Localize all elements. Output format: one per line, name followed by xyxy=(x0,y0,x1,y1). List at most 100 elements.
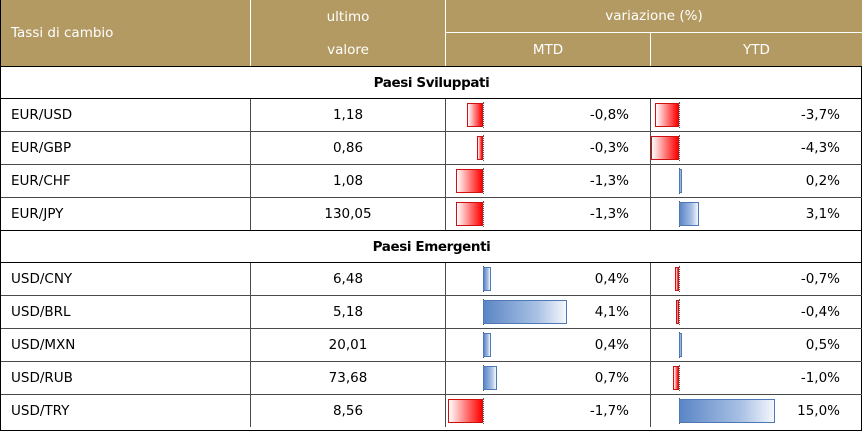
currency-pair: EUR/JPY xyxy=(1,198,251,230)
negative-bar xyxy=(466,103,483,127)
bar-axis xyxy=(483,398,484,424)
last-value: 1,18 xyxy=(251,99,446,131)
ytd-value: -0,7% xyxy=(800,271,840,287)
currency-pair: USD/RUB xyxy=(1,362,251,394)
currency-pair: EUR/CHF xyxy=(1,165,251,197)
ytd-cell: -0,7% xyxy=(651,263,862,295)
mtd-value: 0,4% xyxy=(594,337,629,353)
mtd-value: 4,1% xyxy=(594,304,629,320)
positive-bar xyxy=(679,333,683,357)
ytd-cell: 15,0% xyxy=(651,395,862,427)
positive-bar xyxy=(679,202,699,226)
mtd-value: 0,4% xyxy=(594,271,629,287)
ytd-value: -4,3% xyxy=(800,140,840,156)
positive-bar xyxy=(483,333,492,357)
mtd-cell: -1,3% xyxy=(446,165,651,197)
table-row: USD/MXN 20,01 0,4% 0,5% xyxy=(1,328,862,361)
bar-axis xyxy=(483,201,484,227)
ytd-value: -0,4% xyxy=(800,304,840,320)
ytd-cell: -1,0% xyxy=(651,362,862,394)
section-header: Paesi Emergenti xyxy=(1,230,862,262)
mtd-value: -1,7% xyxy=(589,403,629,419)
mtd-cell: -1,3% xyxy=(446,198,651,230)
ytd-cell: -0,4% xyxy=(651,296,862,328)
last-value: 0,86 xyxy=(251,132,446,164)
last-value: 1,08 xyxy=(251,165,446,197)
currency-pair: EUR/GBP xyxy=(1,132,251,164)
ytd-value: 0,5% xyxy=(805,337,840,353)
ytd-cell: 0,5% xyxy=(651,329,862,361)
negative-bar xyxy=(651,136,679,160)
mtd-cell: 0,7% xyxy=(446,362,651,394)
ytd-cell: -3,7% xyxy=(651,99,862,131)
last-value: 130,05 xyxy=(251,198,446,230)
bar-axis xyxy=(679,135,680,161)
currency-pair: USD/TRY xyxy=(1,395,251,427)
section-header: Paesi Sviluppati xyxy=(1,66,862,98)
negative-bar xyxy=(476,136,483,160)
bar-axis xyxy=(679,102,680,128)
mtd-cell: -1,7% xyxy=(446,395,651,427)
positive-bar xyxy=(679,399,775,423)
bar-axis xyxy=(483,168,484,194)
ytd-cell: 3,1% xyxy=(651,198,862,230)
ytd-value: 15,0% xyxy=(797,403,840,419)
bar-axis xyxy=(679,299,680,325)
ytd-value: 3,1% xyxy=(805,206,840,222)
header-variation: variazione (%) xyxy=(446,0,862,33)
negative-bar xyxy=(676,300,679,324)
header-ytd: YTD xyxy=(651,33,862,66)
last-value: 73,68 xyxy=(251,362,446,394)
ytd-value: 0,2% xyxy=(805,173,840,189)
negative-bar xyxy=(672,366,679,390)
ytd-value: -3,7% xyxy=(800,107,840,123)
bar-axis xyxy=(483,135,484,161)
positive-bar xyxy=(679,169,682,193)
mtd-value: -0,8% xyxy=(589,107,629,123)
last-value: 6,48 xyxy=(251,263,446,295)
last-value: 8,56 xyxy=(251,395,446,427)
table-row: EUR/JPY 130,05 -1,3% 3,1% xyxy=(1,197,862,230)
mtd-value: -1,3% xyxy=(589,173,629,189)
header-last-line2: valore xyxy=(251,33,446,66)
table-row: EUR/USD 1,18 -0,8% -3,7% xyxy=(1,98,862,131)
currency-pair: EUR/USD xyxy=(1,99,251,131)
last-value: 5,18 xyxy=(251,296,446,328)
currency-pair: USD/BRL xyxy=(1,296,251,328)
mtd-cell: 0,4% xyxy=(446,329,651,361)
table-row: EUR/CHF 1,08 -1,3% 0,2% xyxy=(1,164,862,197)
bar-axis xyxy=(679,365,680,391)
negative-bar xyxy=(448,399,483,423)
currency-pair: USD/MXN xyxy=(1,329,251,361)
mtd-value: 0,7% xyxy=(594,370,629,386)
last-value: 20,01 xyxy=(251,329,446,361)
mtd-cell: -0,8% xyxy=(446,99,651,131)
mtd-value: -0,3% xyxy=(589,140,629,156)
negative-bar xyxy=(655,103,679,127)
table-row: EUR/GBP 0,86 -0,3% -4,3% xyxy=(1,131,862,164)
currency-pair: USD/CNY xyxy=(1,263,251,295)
bar-axis xyxy=(679,266,680,292)
negative-bar xyxy=(456,202,483,226)
table-row: USD/TRY 8,56 -1,7% 15,0% xyxy=(1,394,862,427)
positive-bar xyxy=(483,366,498,390)
mtd-cell: 4,1% xyxy=(446,296,651,328)
ytd-cell: 0,2% xyxy=(651,165,862,197)
mtd-cell: -0,3% xyxy=(446,132,651,164)
mtd-cell: 0,4% xyxy=(446,263,651,295)
table-row: USD/RUB 73,68 0,7% -1,0% xyxy=(1,361,862,394)
negative-bar xyxy=(674,267,679,291)
negative-bar xyxy=(456,169,483,193)
header-title: Tassi di cambio xyxy=(1,0,251,66)
mtd-value: -1,3% xyxy=(589,206,629,222)
header-mtd: MTD xyxy=(446,33,651,66)
table-row: USD/CNY 6,48 0,4% -0,7% xyxy=(1,262,862,295)
table-row: USD/BRL 5,18 4,1% -0,4% xyxy=(1,295,862,328)
positive-bar xyxy=(483,267,492,291)
header-last-line1: ultimo xyxy=(251,0,446,33)
ytd-cell: -4,3% xyxy=(651,132,862,164)
ytd-value: -1,0% xyxy=(800,370,840,386)
bar-axis xyxy=(483,102,484,128)
positive-bar xyxy=(483,300,568,324)
